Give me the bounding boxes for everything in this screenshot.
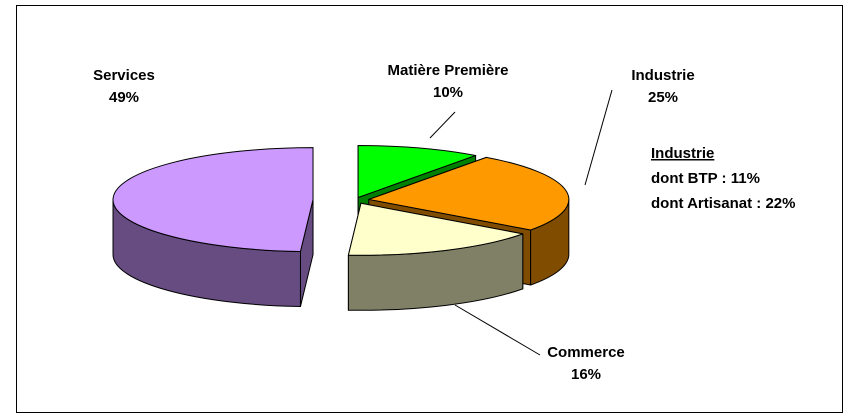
annotation: dont Artisanat : 22% [651,195,795,212]
slice-label: Industrie [631,67,694,84]
leader-line [584,89,613,186]
leader-line [429,111,456,139]
slice-label: Services [93,67,155,84]
annotation: Industrie [651,145,714,162]
slice [112,147,314,253]
slice-label: Commerce [547,344,625,361]
slice-value-label: 49% [109,89,139,106]
pie [112,145,570,311]
slice-value-label: 16% [571,366,601,383]
slice-value-label: 25% [648,89,678,106]
slice-value-label: 10% [433,84,463,101]
annotation: dont BTP : 11% [651,170,760,187]
slice [347,202,524,256]
slice [357,145,477,199]
slice [368,156,570,231]
slice-label: Matière Première [388,62,509,79]
leader-line [454,304,541,356]
